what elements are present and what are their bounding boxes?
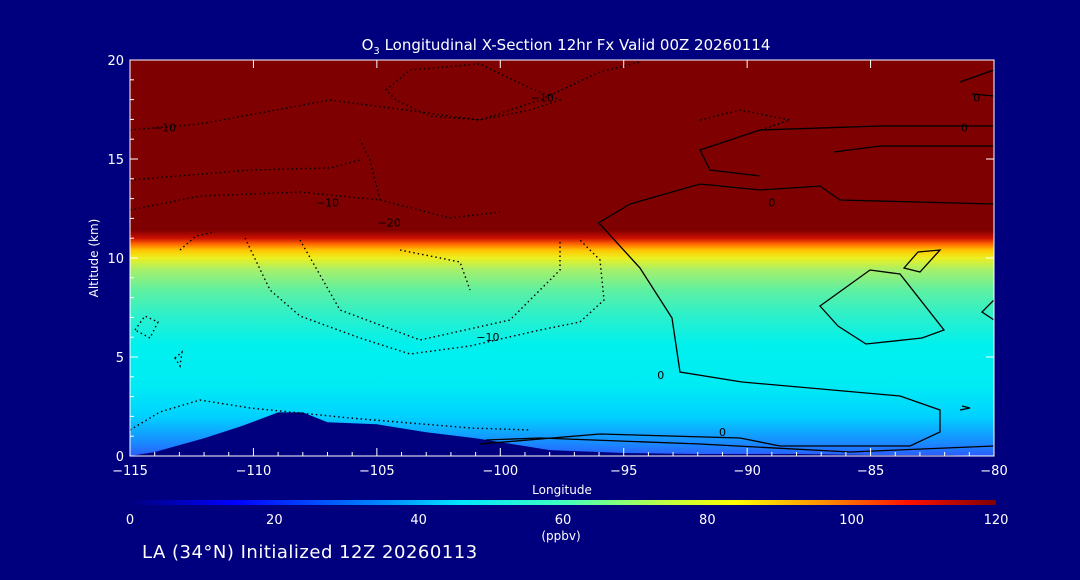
x-tick-label: −115 <box>112 464 148 479</box>
colorbar-tick-label: 120 <box>984 513 1009 528</box>
negative-contour-lines <box>130 61 793 431</box>
terrain-mask <box>130 412 994 456</box>
contour-label: 0 <box>768 197 775 210</box>
x-axis-label: Longitude <box>532 483 592 497</box>
colorbar-tick-label: 80 <box>699 513 716 528</box>
contour-label: −20 <box>378 216 401 229</box>
y-tick-label: 20 <box>107 54 124 69</box>
y-axis: 0 5 10 15 20 <box>107 54 994 465</box>
contour-label: 0 <box>973 92 980 105</box>
x-tick-label: −85 <box>857 464 884 479</box>
initialization-label: LA (34°N) Initialized 12Z 20260113 <box>142 542 478 563</box>
colorbar-unit-label: (ppbv) <box>541 529 580 543</box>
y-tick-label: 15 <box>107 153 124 168</box>
plot-area: −10 −10 −20 −10 −10 0 0 0 0 0 <box>130 60 994 456</box>
y-tick-label: 10 <box>107 252 124 267</box>
contour-label: 0 <box>719 426 726 439</box>
contour-lines <box>479 69 994 453</box>
chart-title: O3 Longitudinal X-Section 12hr Fx Valid … <box>362 36 771 57</box>
contour-label: −10 <box>153 121 176 134</box>
ozone-concentration-field <box>130 60 994 456</box>
colorbar-tick-label: 60 <box>555 513 572 528</box>
x-tick-label: −95 <box>610 464 637 479</box>
x-tick-label: −90 <box>733 464 760 479</box>
x-tick-label: −100 <box>482 464 518 479</box>
contour-label: 0 <box>657 369 664 382</box>
contour-label: −10 <box>316 197 339 210</box>
contour-label: 0 <box>961 121 968 134</box>
contour-label: −10 <box>476 331 499 344</box>
colorbar <box>130 500 996 505</box>
colorbar-tick-label: 20 <box>266 513 283 528</box>
y-tick-label: 0 <box>116 450 124 465</box>
x-axis: −115 −110 −105 −100 −95 −90 −85 −80 <box>112 60 1008 479</box>
x-tick-label: −105 <box>359 464 395 479</box>
colorbar-tick-label: 0 <box>126 513 134 528</box>
x-tick-label: −80 <box>980 464 1007 479</box>
x-tick-label: −110 <box>236 464 272 479</box>
colorbar-ticks: 0 20 40 60 80 100 120 <box>126 513 1009 528</box>
contour-labels: −10 −10 −20 −10 −10 0 0 0 0 0 <box>153 92 980 440</box>
colorbar-tick-label: 100 <box>839 513 864 528</box>
colorbar-tick-label: 40 <box>410 513 427 528</box>
y-axis-label: Altitude (km) <box>87 219 101 298</box>
contour-label: −10 <box>531 92 554 105</box>
y-tick-label: 5 <box>116 351 124 366</box>
